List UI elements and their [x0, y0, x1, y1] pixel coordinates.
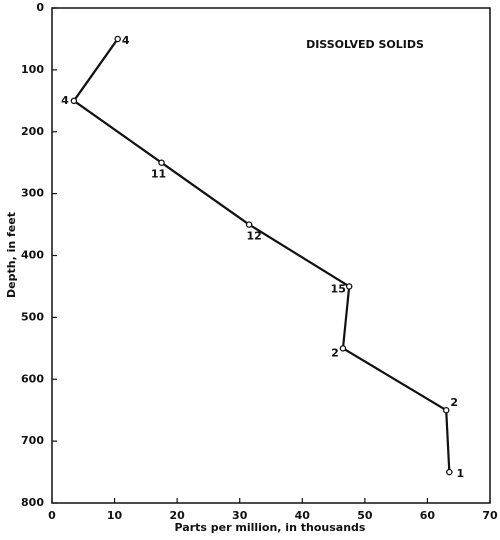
y-tick-label: 500	[21, 310, 44, 323]
sample-count-label: 4	[122, 34, 130, 47]
x-tick-label: 60	[420, 509, 436, 522]
sample-count-label: 2	[331, 346, 339, 359]
sample-count-label: 2	[450, 396, 458, 409]
x-tick-label: 40	[295, 509, 311, 522]
sample-count-label: 15	[331, 282, 346, 295]
x-axis-label: Parts per million, in thousands	[175, 521, 366, 534]
y-tick-label: 100	[21, 63, 44, 76]
data-point	[345, 283, 353, 290]
data-point	[158, 159, 165, 166]
plot-frame	[51, 7, 491, 504]
y-tick-label: 600	[21, 372, 44, 385]
sample-count-label: 11	[151, 168, 166, 181]
x-tick-label: 0	[48, 509, 56, 522]
x-tick-label: 10	[107, 509, 123, 522]
data-point	[446, 468, 453, 476]
chart-title: DISSOLVED SOLIDS	[306, 38, 424, 51]
y-tick-label: 200	[21, 125, 44, 138]
y-tick-label: 0	[36, 1, 44, 14]
y-tick-label: 400	[21, 249, 44, 262]
data-point	[114, 35, 121, 43]
x-tick-label: 50	[357, 509, 373, 522]
data-point	[442, 406, 450, 414]
y-tick-label: 800	[21, 496, 44, 509]
sample-count-label: 1	[457, 467, 465, 480]
x-tick-label: 70	[482, 509, 498, 522]
data-point	[245, 221, 253, 228]
sample-count-label: 4	[61, 94, 69, 107]
y-tick-label: 700	[21, 434, 44, 447]
x-tick-label: 30	[232, 509, 248, 522]
y-tick-label: 300	[21, 187, 44, 200]
sample-count-label: 12	[246, 230, 261, 243]
y-axis-label: Depth, in feet	[5, 212, 18, 298]
x-tick-label: 20	[169, 509, 185, 522]
data-point	[339, 345, 347, 352]
data-line	[72, 38, 451, 473]
data-point	[70, 97, 78, 105]
